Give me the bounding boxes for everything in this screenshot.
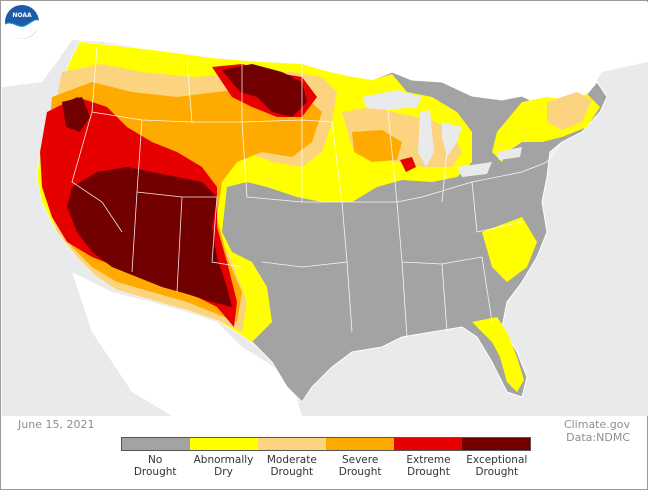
legend-label-line2: Drought [270,466,314,478]
abnormally-dry-carolinas [482,217,537,282]
drought-map: NOAA [2,2,648,416]
legend-labels: No Drought Abnormally Dry Moderate Droug… [121,454,531,478]
mexico-land [72,272,302,416]
legend-label-line1: Severe [341,454,379,466]
noaa-logo: NOAA [3,3,41,41]
legend-label-line1: Extreme [406,454,451,466]
us-drought-map-svg [2,2,648,416]
legend-swatch-moderate-drought [258,438,326,450]
exceptional-drought-north-dakota [222,64,307,117]
moderate-drought-northeast [547,92,592,130]
legend-swatch-exceptional-drought [462,438,530,450]
exceptional-drought-southwest [67,167,232,307]
abnormally-dry-florida [472,317,524,392]
legend-label-moderate-drought: Moderate Drought [258,454,326,478]
legend-label-line2: Drought [338,466,382,478]
legend-label-extreme-drought: Extreme Drought [394,454,462,478]
canada-land [2,2,648,112]
noaa-logo-text: NOAA [12,12,32,19]
gulf-of-mexico [302,332,507,416]
extreme-drought-michigan-spot [400,157,416,172]
severe-drought-upper-midwest [352,130,402,162]
legend-label-line2: Drought [407,466,450,478]
legend-label-line1: No [148,454,163,466]
legend-swatch-extreme-drought [394,438,462,450]
great-lakes [362,90,522,177]
legend-label-no-drought: No Drought [121,454,189,478]
legend-swatch-severe-drought [326,438,394,450]
legend-label-line2: Drought [475,466,519,478]
legend-label-abnormally-dry: Abnormally Dry [189,454,257,478]
legend-label-line1: Moderate [266,454,317,466]
legend-swatch-abnormally-dry [190,438,258,450]
drought-legend: No Drought Abnormally Dry Moderate Droug… [121,437,531,478]
map-credit: Climate.gov Data:NDMC [564,418,630,444]
legend-label-exceptional-drought: Exceptional Drought [463,454,531,478]
legend-color-bar [121,437,531,451]
exceptional-drought-oregon [62,97,90,132]
map-date: June 15, 2021 [18,418,95,431]
legend-label-line1: Abnormally [193,454,254,466]
legend-label-severe-drought: Severe Drought [326,454,394,478]
legend-label-line2: Drought [133,466,177,478]
credit-source: Climate.gov [563,418,630,431]
legend-label-line2: Dry [214,466,233,478]
legend-swatch-no-drought [122,438,190,450]
credit-data: Data:NDMC [566,431,630,444]
legend-label-line1: Exceptional [466,454,528,466]
state-borders [71,46,563,338]
